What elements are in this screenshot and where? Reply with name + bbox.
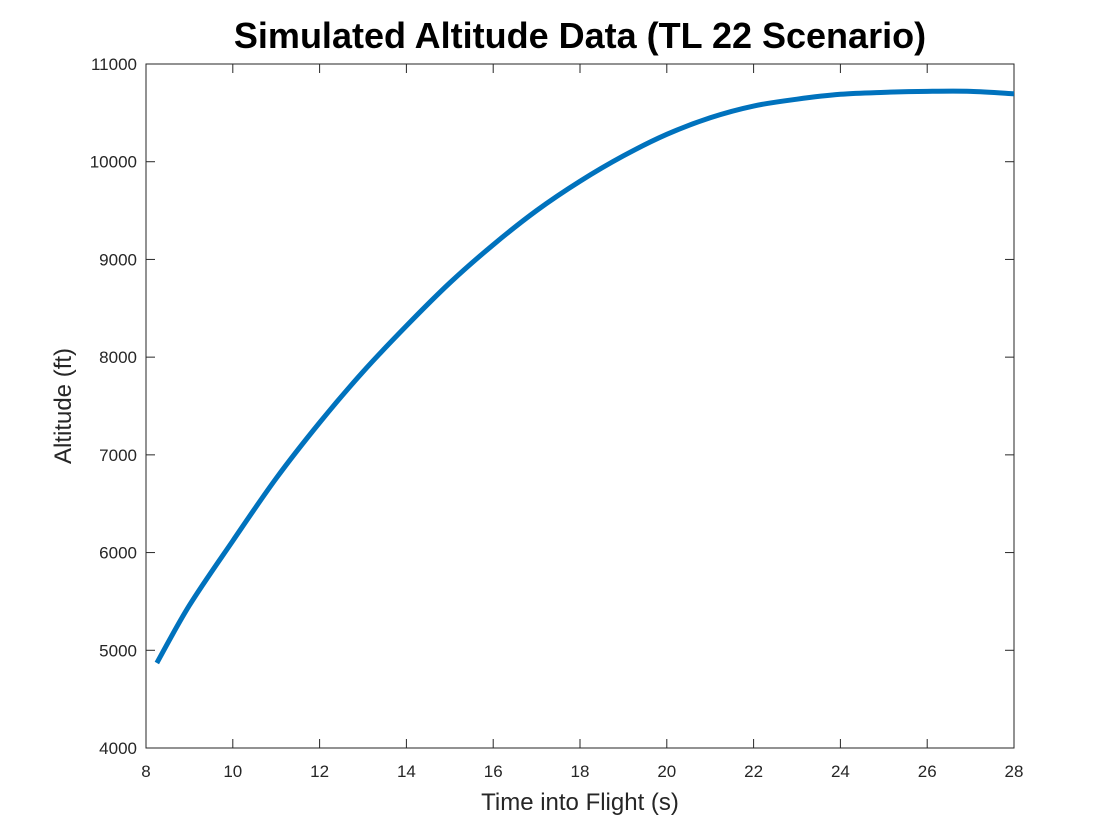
x-tick-label: 20: [657, 762, 676, 781]
x-tick-label: 14: [397, 762, 416, 781]
y-tick-label: 10000: [90, 153, 137, 172]
y-tick-label: 6000: [99, 544, 137, 563]
y-tick-label: 8000: [99, 348, 137, 367]
y-tick-label: 5000: [99, 641, 137, 660]
x-tick-label: 10: [223, 762, 242, 781]
x-tick-label: 12: [310, 762, 329, 781]
x-tick-label: 22: [744, 762, 763, 781]
y-axis: 4000 5000 6000 7000 8000 9000 10000 11000: [90, 55, 1014, 758]
x-tick-label: 24: [831, 762, 850, 781]
x-tick-label: 16: [484, 762, 503, 781]
x-tick-label: 28: [1005, 762, 1024, 781]
x-tick-label: 18: [571, 762, 590, 781]
y-tick-label: 7000: [99, 446, 137, 465]
altitude-series-line: [154, 88, 1015, 665]
x-axis-label: Time into Flight (s): [481, 789, 679, 816]
chart-title: Simulated Altitude Data (TL 22 Scenario): [234, 15, 926, 56]
y-tick-label: 4000: [99, 739, 137, 758]
plot-area: [145, 63, 1015, 749]
y-tick-label: 9000: [99, 250, 137, 269]
x-tick-label: 26: [918, 762, 937, 781]
x-axis: 8 10 12 14 16 18 20 22 24 26 28: [141, 64, 1023, 781]
y-tick-label: 11000: [91, 55, 137, 74]
x-tick-label: 8: [141, 762, 150, 781]
y-axis-label: Altitude (ft): [50, 348, 77, 464]
